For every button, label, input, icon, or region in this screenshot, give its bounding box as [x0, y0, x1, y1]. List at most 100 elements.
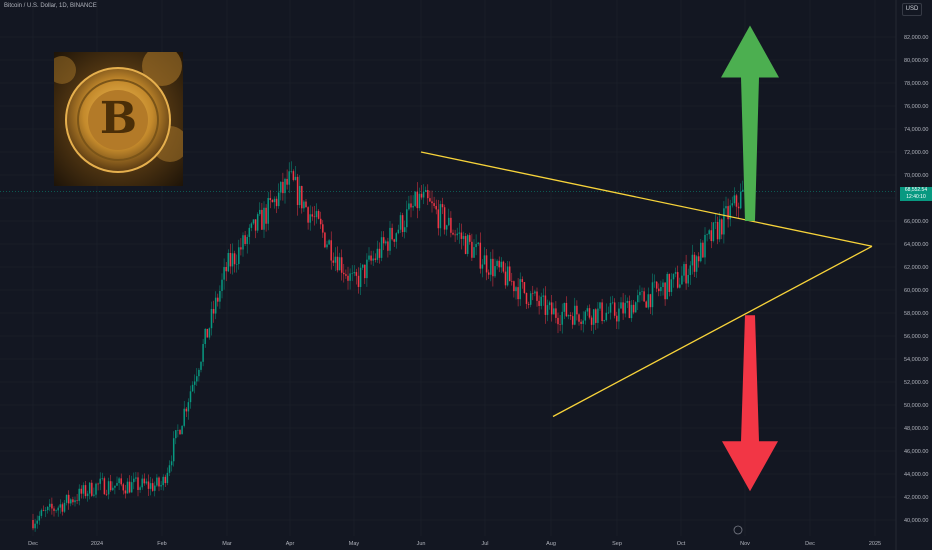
candle-body [485, 255, 488, 273]
candle-body [240, 247, 242, 250]
candle-body [269, 197, 272, 201]
candle-body [145, 481, 148, 484]
candle-body [95, 483, 97, 495]
y-tick-label: 78,000.00 [904, 81, 928, 87]
candle-body [259, 209, 261, 215]
candle-body [298, 186, 301, 206]
candle-body [511, 281, 513, 282]
candle-body [599, 302, 601, 309]
price-axis[interactable]: 40,000.00 42,000.00 44,000.00 46,000.00 48,0… [895, 0, 928, 550]
candle-body [326, 244, 328, 248]
candle-body [340, 257, 343, 273]
candle-body [471, 241, 473, 258]
candle-body [548, 302, 551, 306]
candle-body [55, 510, 57, 512]
candle-body [595, 309, 597, 323]
candle-body [555, 308, 557, 318]
candle-body [712, 222, 715, 242]
y-tick-label: 62,000.00 [904, 265, 928, 271]
currency-button[interactable]: USD [902, 3, 922, 16]
candle-body [406, 209, 408, 228]
candle-body [397, 229, 400, 234]
candle-body [303, 201, 305, 209]
candle-body [452, 232, 454, 235]
candle-body [410, 203, 412, 208]
candle-body [733, 195, 736, 204]
candle-body [238, 247, 240, 265]
candle-body [122, 484, 125, 491]
candle-body [529, 293, 532, 305]
candle-body [580, 321, 582, 324]
candle-body [662, 282, 664, 288]
candle-body [408, 203, 410, 210]
candle-body [338, 257, 341, 271]
candle-body [718, 219, 721, 240]
candle-body [546, 305, 549, 315]
x-tick-label: Jul [481, 541, 488, 547]
candle-body [286, 178, 288, 185]
events-icon[interactable] [733, 525, 743, 535]
x-tick-label: Mar [222, 541, 232, 547]
y-tick-label: 70,000.00 [904, 173, 928, 179]
candle-body [574, 305, 576, 325]
candle-body [351, 273, 353, 274]
candle-body [527, 303, 530, 305]
candle-body [135, 477, 137, 479]
candle-body [714, 221, 717, 223]
candle-body [448, 217, 450, 226]
candle-body [305, 201, 307, 208]
y-tick-label: 80,000.00 [904, 58, 928, 64]
candle-body [280, 181, 282, 193]
x-tick-label: Oct [677, 541, 686, 547]
candle-body [389, 227, 391, 251]
candle-body [706, 234, 708, 235]
y-tick-label: 52,000.00 [904, 380, 928, 386]
candle-body [59, 504, 62, 508]
candle-body [431, 201, 433, 204]
candle-body [399, 215, 402, 230]
candle-body [99, 478, 101, 484]
candle-body [185, 408, 188, 412]
time-axis[interactable]: Dec 2024 Feb Mar Apr May Jun Jul Aug Sep Oct Nov Dec… [28, 541, 881, 547]
candle-body [206, 328, 209, 338]
bar-countdown: 12:40:10 [906, 193, 926, 200]
candle-body [265, 207, 267, 224]
candle-body [385, 241, 387, 244]
candle-body [359, 267, 362, 287]
candle-body [166, 472, 169, 484]
candle-body [628, 300, 631, 319]
candle-body [336, 256, 339, 271]
candle-body [114, 485, 116, 488]
candle-body [345, 274, 347, 276]
candle-body [458, 232, 461, 234]
candle-body [198, 369, 200, 377]
candle-body [557, 317, 559, 325]
candle-body [508, 266, 511, 282]
candle-body [479, 242, 482, 269]
candle-body [112, 487, 114, 491]
candle-body [504, 271, 507, 286]
candle-body [78, 488, 80, 501]
candle-body [244, 235, 246, 244]
candle-body [500, 261, 503, 268]
candle-body [481, 264, 484, 269]
candle-body [355, 272, 358, 276]
y-tick-label: 66,000.00 [904, 219, 928, 225]
candle-body [466, 235, 469, 254]
x-tick-label: Sep [612, 541, 622, 547]
y-tick-label: 76,000.00 [904, 104, 928, 110]
bitcoin-coin-icon [54, 52, 183, 186]
y-tick-label: 82,000.00 [904, 35, 928, 41]
candle-body [290, 171, 293, 172]
candle-body [88, 482, 91, 494]
candle-body [723, 208, 725, 235]
candle-body [380, 237, 383, 258]
candle-body [416, 191, 419, 209]
candle-body [685, 264, 687, 284]
y-tick-label: 42,000.00 [904, 495, 928, 501]
candle-body [70, 499, 72, 504]
candle-body [109, 481, 112, 491]
candle-body [721, 219, 723, 235]
candle-body [133, 478, 135, 483]
